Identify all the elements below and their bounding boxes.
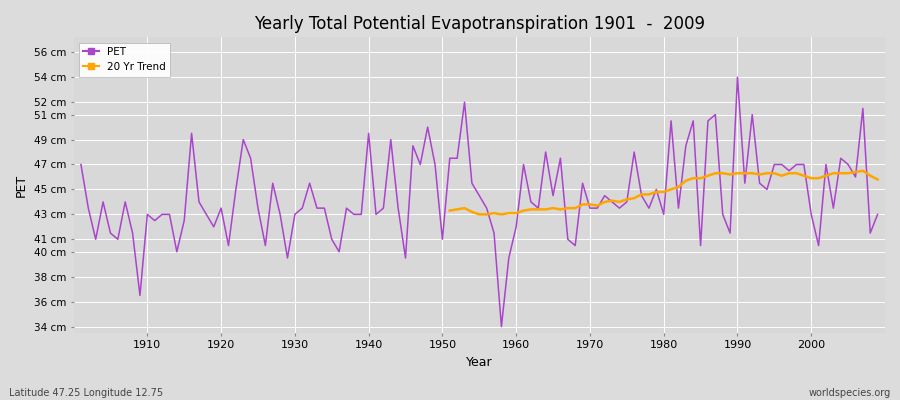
- Y-axis label: PET: PET: [15, 174, 28, 197]
- X-axis label: Year: Year: [466, 356, 492, 369]
- Text: Latitude 47.25 Longitude 12.75: Latitude 47.25 Longitude 12.75: [9, 388, 163, 398]
- Legend: PET, 20 Yr Trend: PET, 20 Yr Trend: [79, 42, 170, 76]
- Title: Yearly Total Potential Evapotranspiration 1901  -  2009: Yearly Total Potential Evapotranspiratio…: [254, 15, 705, 33]
- Text: worldspecies.org: worldspecies.org: [809, 388, 891, 398]
